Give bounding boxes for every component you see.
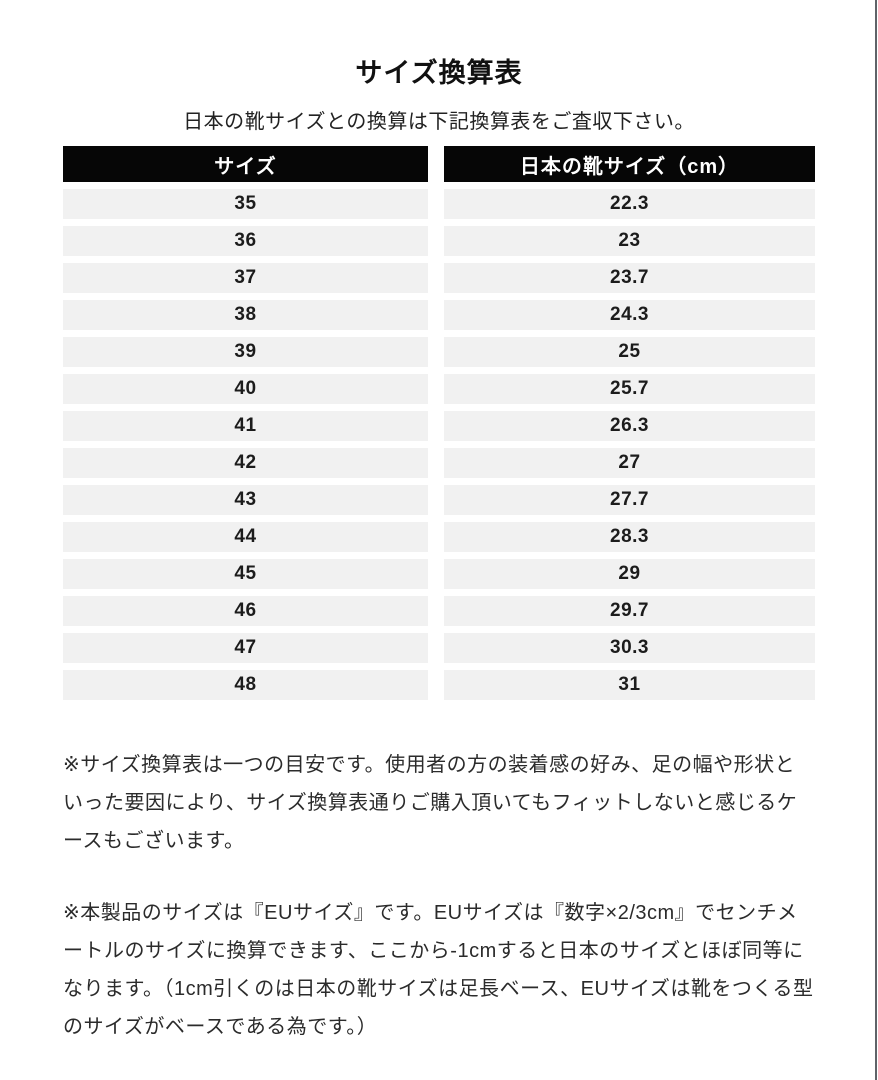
size-cell: 42 — [63, 448, 428, 478]
note-eu-size-explanation: ※本製品のサイズは『EUサイズ』です。EUサイズは『数字×2/3cm』でセンチメ… — [63, 902, 814, 1038]
size-cell: 47 — [63, 633, 428, 663]
size-cell: 48 — [63, 670, 428, 700]
table-row: 42 27 — [63, 448, 815, 478]
size-chart-page: サイズ換算表 日本の靴サイズとの換算は下記換算表をご査収下さい。 サイズ 日本の… — [0, 56, 878, 1046]
size-cell: 40 — [63, 374, 428, 404]
japan-size-cell: 23 — [444, 226, 815, 256]
japan-size-cell: 29.7 — [444, 596, 815, 626]
japan-size-cell: 22.3 — [444, 189, 815, 219]
column-header-japan-shoe-size: 日本の靴サイズ（cm） — [444, 146, 815, 182]
table-row: 36 23 — [63, 226, 815, 256]
japan-size-cell: 23.7 — [444, 263, 815, 293]
japan-size-cell: 25.7 — [444, 374, 815, 404]
table-row: 39 25 — [63, 337, 815, 367]
size-cell: 38 — [63, 300, 428, 330]
size-cell: 39 — [63, 337, 428, 367]
table-row: 38 24.3 — [63, 300, 815, 330]
japan-size-cell: 24.3 — [444, 300, 815, 330]
size-conversion-table: サイズ 日本の靴サイズ（cm） 35 22.3 36 23 37 23.7 38… — [63, 146, 815, 700]
table-row: 41 26.3 — [63, 411, 815, 441]
size-cell: 45 — [63, 559, 428, 589]
column-header-size: サイズ — [63, 146, 428, 182]
size-cell: 44 — [63, 522, 428, 552]
table-row: 48 31 — [63, 670, 815, 700]
page-title: サイズ換算表 — [355, 58, 523, 88]
table-row: 45 29 — [63, 559, 815, 589]
note-fit-disclaimer: ※サイズ換算表は一つの目安です。使用者の方の装着感の好み、足の幅や形状といった要… — [63, 754, 798, 852]
size-cell: 41 — [63, 411, 428, 441]
table-header-row: サイズ 日本の靴サイズ（cm） — [63, 146, 815, 182]
japan-size-cell: 26.3 — [444, 411, 815, 441]
table-row: 43 27.7 — [63, 485, 815, 515]
table-body: 35 22.3 36 23 37 23.7 38 24.3 39 25 — [63, 189, 815, 700]
page-right-border — [875, 0, 877, 1080]
japan-size-cell: 25 — [444, 337, 815, 367]
table-row: 47 30.3 — [63, 633, 815, 663]
japan-size-cell: 31 — [444, 670, 815, 700]
table-row: 40 25.7 — [63, 374, 815, 404]
page-subtitle: 日本の靴サイズとの換算は下記換算表をご査収下さい。 — [183, 111, 695, 133]
size-cell: 35 — [63, 189, 428, 219]
table-row: 37 23.7 — [63, 263, 815, 293]
size-cell: 36 — [63, 226, 428, 256]
table-row: 46 29.7 — [63, 596, 815, 626]
size-cell: 43 — [63, 485, 428, 515]
size-cell: 46 — [63, 596, 428, 626]
table-row: 35 22.3 — [63, 189, 815, 219]
japan-size-cell: 27 — [444, 448, 815, 478]
japan-size-cell: 29 — [444, 559, 815, 589]
japan-size-cell: 28.3 — [444, 522, 815, 552]
japan-size-cell: 30.3 — [444, 633, 815, 663]
japan-size-cell: 27.7 — [444, 485, 815, 515]
size-cell: 37 — [63, 263, 428, 293]
table-row: 44 28.3 — [63, 522, 815, 552]
